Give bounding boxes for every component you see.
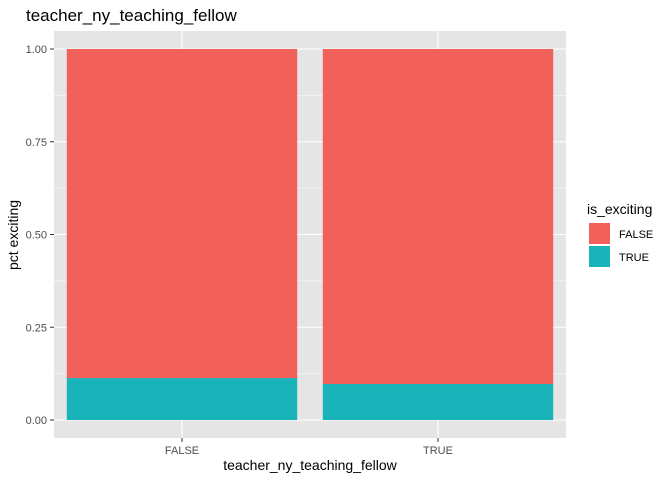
- y-axis-title: pct exciting: [5, 200, 21, 270]
- x-tick-label: FALSE: [165, 445, 199, 457]
- x-tick-label: TRUE: [423, 445, 453, 457]
- y-axis: 0.00 0.25 0.50 0.75 1.00: [26, 44, 54, 427]
- bars: [66, 49, 554, 420]
- y-tick-label: 0.75: [26, 137, 47, 149]
- x-axis-title: teacher_ny_teaching_fellow: [223, 457, 397, 473]
- legend-swatch: [589, 246, 610, 267]
- legend-title: is_exciting: [587, 201, 652, 217]
- bar-segment: [322, 384, 554, 420]
- x-axis: FALSE TRUE: [165, 438, 453, 457]
- bar-segment: [66, 378, 298, 420]
- legend: is_exciting FALSE TRUE: [587, 201, 653, 267]
- chart-title: teacher_ny_teaching_fellow: [26, 6, 237, 25]
- y-tick-label: 1.00: [26, 44, 47, 56]
- bar-segment: [322, 49, 554, 385]
- bar-segment: [66, 49, 298, 379]
- legend-swatch: [589, 223, 610, 244]
- legend-label: TRUE: [619, 252, 649, 264]
- legend-label: FALSE: [619, 229, 653, 241]
- y-tick-label: 0.00: [26, 415, 47, 427]
- y-tick-label: 0.50: [26, 230, 47, 242]
- y-tick-label: 0.25: [26, 322, 47, 334]
